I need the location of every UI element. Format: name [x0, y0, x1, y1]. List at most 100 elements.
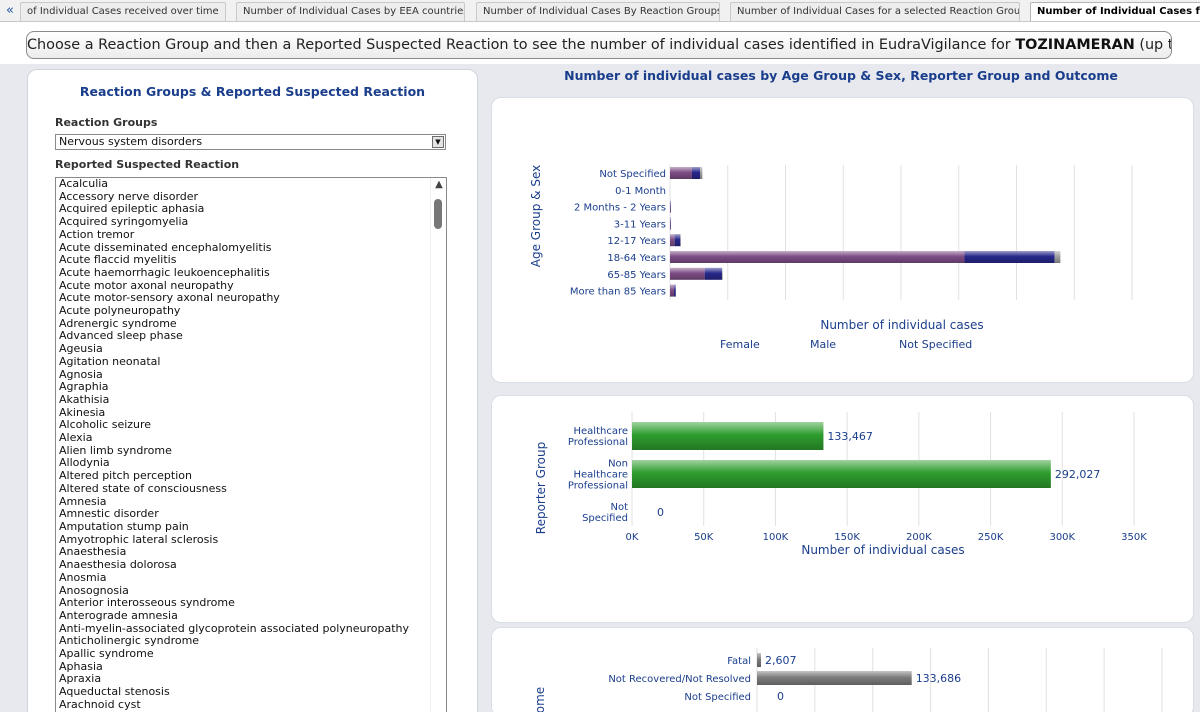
list-item[interactable]: Accessory nerve disorder — [59, 189, 199, 203]
list-item[interactable]: Alexia — [59, 431, 93, 445]
y-axis-title: Reporter Group — [534, 442, 548, 534]
bar-segment-male[interactable] — [674, 284, 676, 297]
list-item[interactable]: Anterior interosseous syndrome — [59, 596, 235, 610]
list-item[interactable]: Anaesthesia dolorosa — [59, 558, 177, 572]
list-item[interactable]: Advanced sleep phase — [59, 329, 183, 343]
category-label: 3-11 Years — [614, 219, 666, 230]
tab-cases-by-eea-countries[interactable]: Number of Individual Cases by EEA countr… — [236, 2, 465, 21]
list-item[interactable]: Altered state of consciousness — [59, 481, 227, 495]
bar-segment-female[interactable] — [670, 217, 671, 230]
outcome-bar[interactable] — [757, 653, 761, 667]
bar-segment-female[interactable] — [670, 234, 675, 247]
outcome-bar[interactable] — [757, 671, 912, 685]
reporter-bar[interactable] — [632, 460, 1051, 488]
bar-segment-female[interactable] — [670, 167, 692, 179]
bar-segment-not-specified[interactable] — [721, 267, 723, 280]
list-item[interactable]: Ageusia — [59, 342, 103, 356]
list-item[interactable]: Acute motor axonal neuropathy — [59, 278, 234, 292]
tab-cases-selected-reaction-group[interactable]: Number of Individual Cases for a selecte… — [730, 2, 1020, 21]
list-item[interactable]: Apraxia — [59, 672, 102, 686]
category-label: 18-64 Years — [607, 253, 666, 264]
list-item[interactable]: Acquired epileptic aphasia — [59, 202, 205, 216]
reporter-bar[interactable] — [632, 422, 824, 450]
list-item[interactable]: Akathisia — [59, 392, 110, 406]
list-item[interactable]: Acute polyneuropathy — [59, 304, 181, 318]
x-tick-label: 250K — [978, 532, 1004, 543]
data-label: 133,467 — [827, 430, 873, 443]
scroll-thumb[interactable] — [434, 199, 442, 229]
list-item[interactable]: Acute flaccid myelitis — [59, 253, 177, 267]
list-item[interactable]: Acalculia — [59, 177, 109, 190]
bar-segment-female[interactable] — [670, 267, 705, 280]
list-item[interactable]: Anti-myelin-associated glycoprotein asso… — [59, 621, 409, 635]
list-item[interactable]: Anosmia — [59, 570, 107, 584]
list-item[interactable]: Acquired syringomyelia — [59, 215, 189, 229]
banner-date: (up to 29/05/2023) — [1139, 37, 1171, 53]
tab-label: Number of Individual Cases fo — [1037, 6, 1200, 17]
dropdown-arrow-icon[interactable]: ▼ — [432, 136, 444, 148]
x-tick-label: 100K — [763, 532, 789, 543]
list-item[interactable]: Apallic syndrome — [59, 647, 154, 661]
list-item[interactable]: Anticholinergic syndrome — [59, 634, 200, 648]
reporter-chart: 0K 50K 100K 150K 200K 250K 300K 350K Healthcare P… — [534, 412, 1147, 557]
scroll-up-arrow-icon[interactable]: ▲ — [435, 179, 443, 190]
category-label: 2 Months - 2 Years — [574, 203, 666, 214]
outcome-chart: Fatal 2,607 Not Recovered/Not Resolved 133,… — [533, 648, 1163, 712]
tab-cases-by-reaction-groups[interactable]: Number of Individual Cases By Reaction G… — [476, 2, 720, 21]
list-item[interactable]: Alcoholic seizure — [59, 418, 152, 432]
list-item[interactable]: Alien limb syndrome — [59, 443, 172, 457]
category-label: Not Specified — [582, 502, 628, 524]
double-chevron-left-icon[interactable]: « — [6, 3, 14, 18]
list-item[interactable]: Acute motor-sensory axonal neuropathy — [59, 291, 280, 305]
tab-bar: « of Individual Cases received over time… — [0, 0, 1200, 22]
list-item[interactable]: Arachnoid cyst — [59, 697, 141, 711]
panel-title: Reaction Groups & Reported Suspected Rea… — [79, 84, 426, 99]
instruction-banner: Choose a Reaction Group and then a Repor… — [26, 31, 1172, 59]
reaction-list[interactable]: Acalculia Accessory nerve disorder Acquire… — [55, 177, 447, 712]
age-sex-chart: 0K50K100K150K200K250K300K350K400KNot Spe… — [529, 165, 1145, 560]
list-item[interactable]: Aqueductal stenosis — [59, 685, 170, 699]
bar-segment-male[interactable] — [704, 267, 722, 280]
y-axis-title: ome — [533, 687, 547, 712]
reported-reaction-label: Reported Suspected Reaction — [55, 158, 240, 171]
bar-segment-female[interactable] — [670, 251, 965, 263]
list-item[interactable]: Adrenergic syndrome — [59, 316, 177, 330]
list-item[interactable]: Action tremor — [59, 227, 135, 241]
list-item[interactable]: Acute disseminated encephalomyelitis — [59, 240, 272, 254]
list-item[interactable]: Agnosia — [59, 367, 103, 381]
list-item[interactable]: Acute haemorrhagic leukoencephalitis — [59, 265, 270, 279]
list-item[interactable]: Amnestic disorder — [59, 507, 159, 521]
selected-reaction-group: Nervous system disorders — [59, 135, 203, 148]
list-item[interactable]: Amputation stump pain — [59, 519, 189, 533]
scrollbar[interactable]: ▲ — [430, 178, 446, 712]
list-item[interactable]: Anterograde amnesia — [59, 608, 178, 622]
bar-segment-female[interactable] — [670, 200, 671, 213]
list-item[interactable]: Allodynia — [59, 456, 110, 470]
legend-label: Male — [810, 338, 836, 351]
bar-segment-male[interactable] — [964, 251, 1055, 263]
bar-segment-male[interactable] — [691, 167, 701, 179]
bar-segment-not-specified[interactable] — [1054, 251, 1061, 263]
category-label: 12-17 Years — [607, 236, 666, 247]
bar-segment-not-specified[interactable] — [700, 167, 703, 179]
reporter-chart-card: 0K 50K 100K 150K 200K 250K 300K 350K Healthcare P… — [491, 395, 1194, 623]
list-item[interactable]: Aphasia — [59, 659, 103, 673]
list-item[interactable]: Agitation neonatal — [59, 354, 161, 368]
list-item[interactable]: Anosognosia — [59, 583, 129, 597]
list-item[interactable]: Agraphia — [59, 380, 109, 394]
x-axis-title: Number of individual cases — [820, 318, 983, 332]
data-label: 0 — [777, 690, 784, 703]
list-item[interactable]: Amyotrophic lateral sclerosis — [59, 532, 219, 546]
tab-cases-selected-reaction[interactable]: Number of Individual Cases fo — [1030, 2, 1200, 21]
list-item[interactable]: Amnesia — [59, 494, 107, 508]
tab-cases-over-time[interactable]: of Individual Cases received over time — [20, 2, 226, 21]
list-item[interactable]: Altered pitch perception — [59, 469, 192, 483]
bar-segment-male[interactable] — [674, 234, 681, 247]
x-tick-label: 150K — [834, 532, 860, 543]
list-item[interactable]: Akinesia — [59, 405, 106, 419]
list-item[interactable]: Anaesthesia — [59, 545, 127, 559]
tab-label: of Individual Cases received over time — [27, 6, 219, 17]
bar-segment-female[interactable] — [670, 284, 675, 297]
reaction-selection-panel: Reaction Groups & Reported Suspected Rea… — [27, 69, 478, 712]
reaction-group-select[interactable]: Nervous system disorders ▼ — [55, 134, 446, 150]
